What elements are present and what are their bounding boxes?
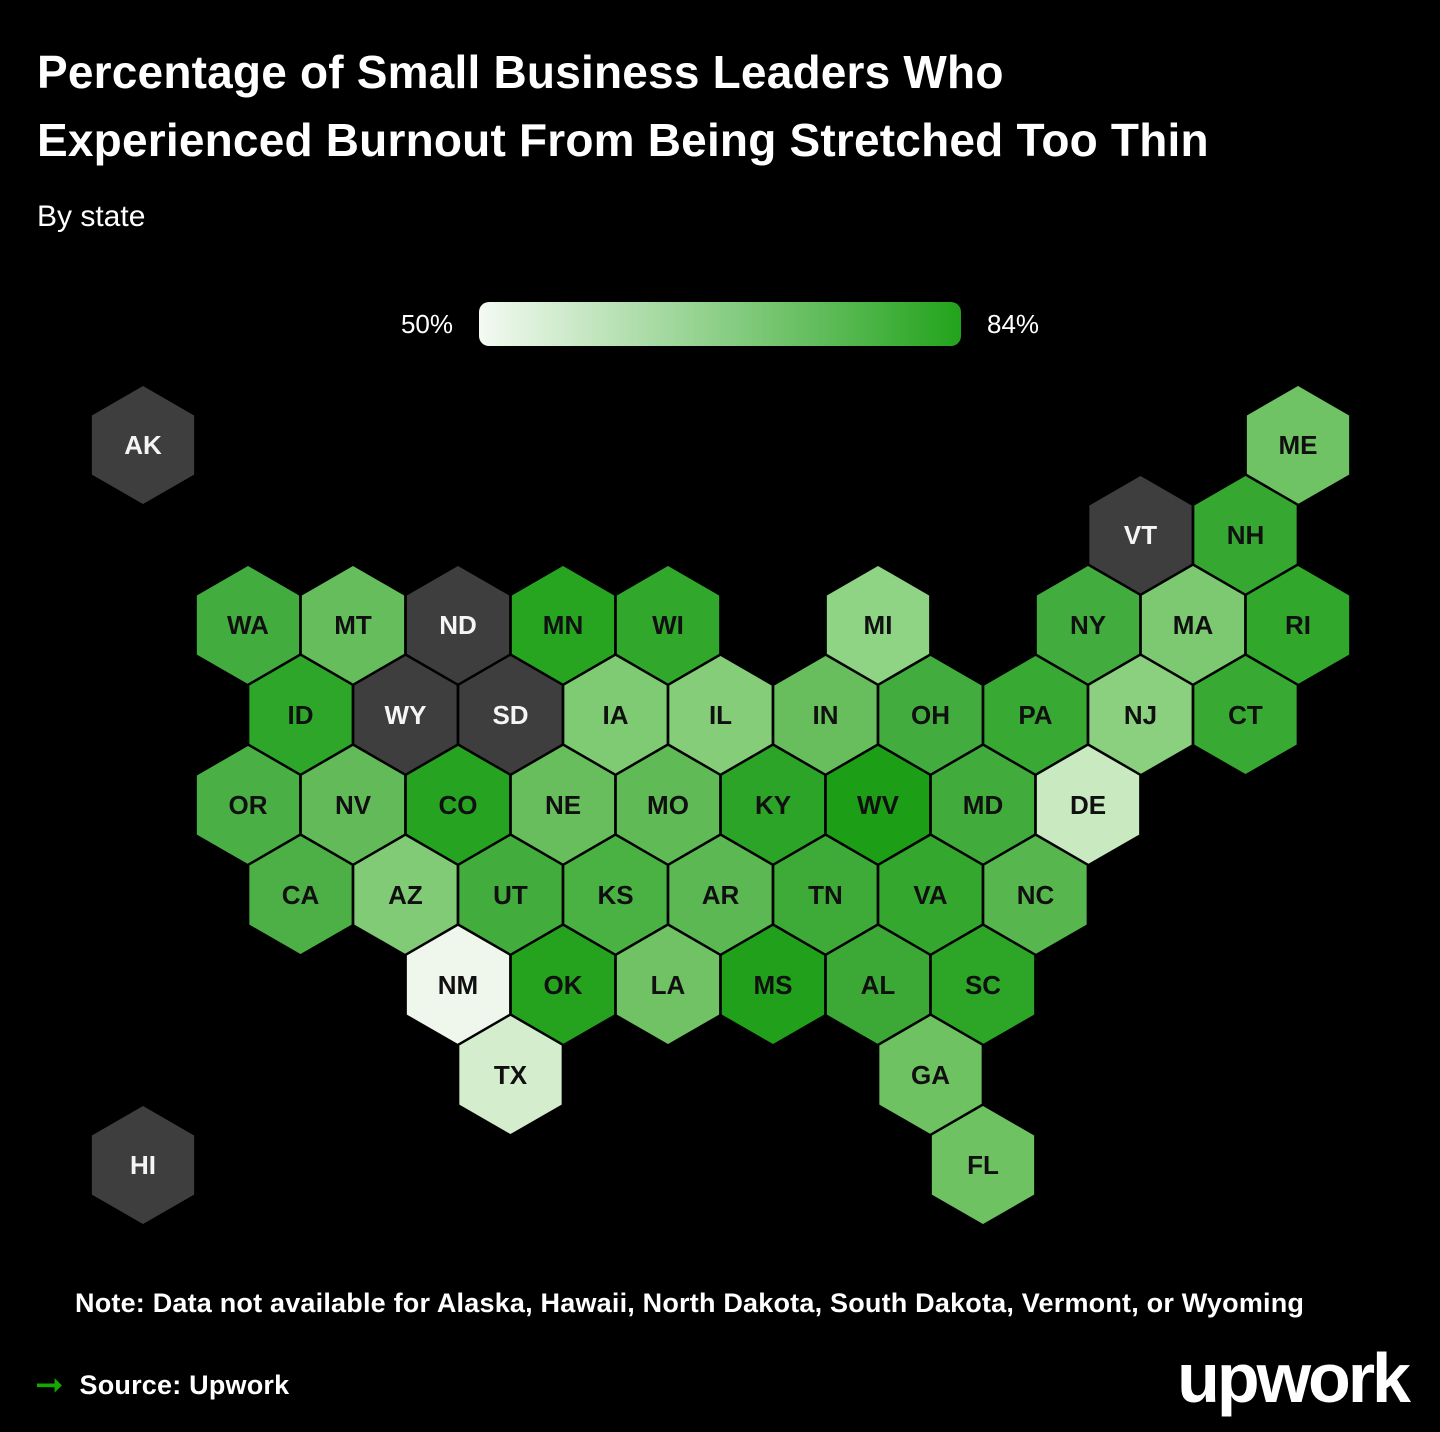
hex-label-NY: NY	[1070, 610, 1106, 640]
source-row: ➞ Source: Upwork	[35, 1368, 289, 1402]
hex-label-WY: WY	[385, 700, 427, 730]
hex-label-CA: CA	[282, 880, 320, 910]
hex-label-NJ: NJ	[1124, 700, 1157, 730]
hex-label-CT: CT	[1228, 700, 1263, 730]
legend-min-label: 50%	[400, 308, 453, 339]
hex-label-MT: MT	[334, 610, 372, 640]
hex-label-HI: HI	[130, 1150, 156, 1180]
hex-label-UT: UT	[493, 880, 528, 910]
hex-label-ME: ME	[1279, 430, 1318, 460]
hex-CT	[1191, 653, 1300, 777]
hex-label-DE: DE	[1070, 790, 1106, 820]
hex-TX	[456, 1013, 565, 1137]
hex-label-AK: AK	[124, 430, 162, 460]
hex-label-SD: SD	[492, 700, 528, 730]
hex-label-IA: IA	[603, 700, 629, 730]
hex-HI	[89, 1103, 197, 1227]
hex-label-CO: CO	[439, 790, 478, 820]
legend-max-label: 84%	[987, 308, 1040, 339]
hex-label-WA: WA	[227, 610, 269, 640]
hex-label-MN: MN	[543, 610, 583, 640]
hex-label-MO: MO	[647, 790, 689, 820]
legend-gradient-bar	[479, 302, 961, 346]
hex-label-FL: FL	[967, 1150, 999, 1180]
hex-label-OH: OH	[911, 700, 950, 730]
page-title: Percentage of Small Business Leaders Who…	[37, 38, 1209, 174]
hex-label-MS: MS	[754, 970, 793, 1000]
hex-label-ID: ID	[288, 700, 314, 730]
source-label: Source: Upwork	[79, 1369, 290, 1400]
hex-label-VA: VA	[913, 880, 947, 910]
hex-label-GA: GA	[911, 1060, 950, 1090]
hex-label-MD: MD	[963, 790, 1003, 820]
hex-label-KY: KY	[755, 790, 791, 820]
hex-label-TX: TX	[494, 1060, 528, 1090]
hex-label-NH: NH	[1227, 520, 1265, 550]
hex-label-RI: RI	[1285, 610, 1311, 640]
hex-label-MI: MI	[864, 610, 893, 640]
page-subtitle: By state	[37, 200, 146, 233]
hex-label-SC: SC	[965, 970, 1001, 1000]
hex-label-NE: NE	[545, 790, 581, 820]
hex-label-PA: PA	[1018, 700, 1052, 730]
hex-label-OR: OR	[229, 790, 268, 820]
upwork-logo: upwork	[1177, 1339, 1411, 1417]
hex-label-VT: VT	[1124, 520, 1157, 550]
hex-label-ND: ND	[439, 610, 477, 640]
hex-label-WV: WV	[857, 790, 900, 820]
hex-label-WI: WI	[652, 610, 684, 640]
hex-label-NC: NC	[1017, 880, 1055, 910]
hex-label-IL: IL	[709, 700, 732, 730]
hex-label-NV: NV	[335, 790, 372, 820]
color-scale-legend: 50% 84%	[0, 301, 1440, 347]
hex-label-AZ: AZ	[388, 880, 423, 910]
hex-label-AL: AL	[861, 970, 896, 1000]
hex-label-OK: OK	[544, 970, 583, 1000]
hex-label-TN: TN	[808, 880, 843, 910]
hex-label-MA: MA	[1173, 610, 1214, 640]
hex-label-KS: KS	[597, 880, 633, 910]
hex-FL	[929, 1103, 1037, 1227]
page-title-line2: Experienced Burnout From Being Stretched…	[37, 114, 1209, 166]
hex-label-IN: IN	[813, 700, 839, 730]
footnote: Note: Data not available for Alaska, Haw…	[75, 1288, 1305, 1318]
hex-label-NM: NM	[438, 970, 478, 1000]
hex-label-AR: AR	[702, 880, 740, 910]
arrow-right-icon: ➞	[35, 1366, 64, 1404]
page-title-line1: Percentage of Small Business Leaders Who	[37, 46, 1004, 98]
hex-label-LA: LA	[651, 970, 686, 1000]
hex-AK	[89, 383, 197, 507]
